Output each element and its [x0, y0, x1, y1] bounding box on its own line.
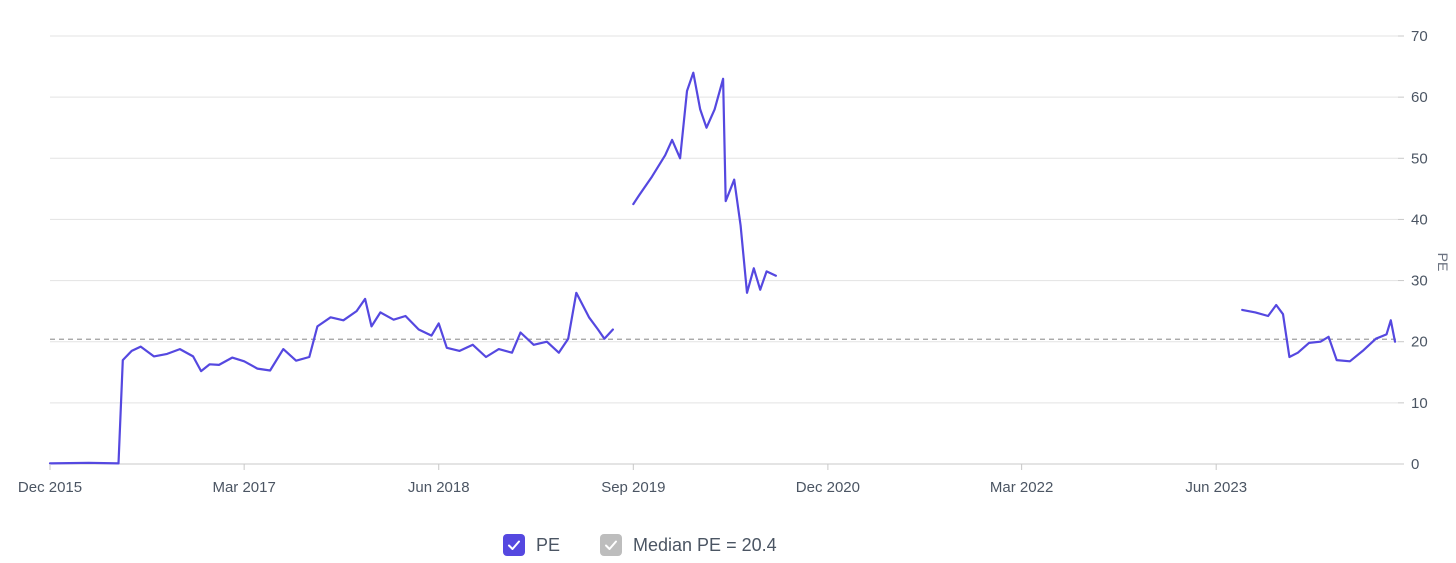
x-tick-label: Jun 2018 — [408, 479, 470, 496]
y-tick-label: 0 — [1411, 456, 1419, 473]
checkbox-icon[interactable] — [503, 534, 525, 556]
x-tick-label: Mar 2022 — [990, 479, 1053, 496]
y-axis-ticks: 0 10 20 30 40 50 60 70 — [1398, 28, 1428, 473]
legend: PE Median PE = 20.4 — [503, 534, 817, 556]
series-line-pe — [632, 71, 777, 294]
legend-item-median[interactable]: Median PE = 20.4 — [600, 534, 777, 556]
x-tick-label: Dec 2020 — [796, 479, 860, 496]
legend-label-median: Median PE = 20.4 — [633, 534, 777, 555]
y-tick-label: 70 — [1411, 28, 1428, 45]
series-lines — [48, 71, 1397, 465]
x-tick-label: Sep 2019 — [601, 479, 665, 496]
x-tick-label: Mar 2017 — [212, 479, 275, 496]
x-tick-label: Jun 2023 — [1185, 479, 1247, 496]
x-axis-ticks: Dec 2015 Mar 2017 Jun 2018 Sep 2019 Dec 2020… — [18, 464, 1247, 496]
y-tick-label: 10 — [1411, 395, 1428, 412]
y-tick-label: 40 — [1411, 211, 1428, 228]
series-line-pe — [1241, 303, 1397, 363]
y-axis-title: PE — [1435, 253, 1451, 272]
y-tick-label: 20 — [1411, 334, 1428, 351]
y-tick-label: 30 — [1411, 273, 1428, 290]
legend-label-pe: PE — [536, 534, 561, 555]
series-line-pe — [48, 291, 614, 465]
y-tick-label: 60 — [1411, 89, 1428, 106]
y-tick-label: 50 — [1411, 150, 1428, 167]
x-tick-label: Dec 2015 — [18, 479, 82, 496]
legend-item-pe[interactable]: PE — [503, 534, 560, 556]
checkbox-icon[interactable] — [600, 534, 623, 556]
